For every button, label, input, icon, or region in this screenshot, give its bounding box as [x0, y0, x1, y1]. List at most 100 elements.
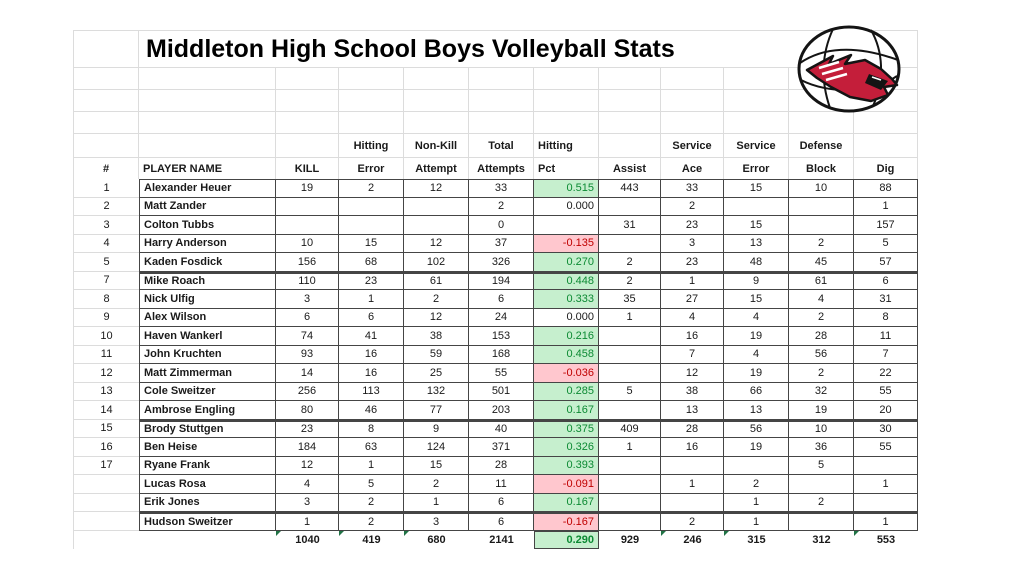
cell-assist[interactable]: 31: [599, 216, 661, 235]
empty-cell[interactable]: [854, 112, 918, 134]
cell-kill[interactable]: [276, 197, 339, 216]
empty-cell[interactable]: [724, 68, 789, 90]
cell-nonkill-attempt[interactable]: 25: [404, 364, 469, 383]
cell-player-name[interactable]: Brody Stuttgen: [139, 419, 276, 438]
cell-service-error[interactable]: 19: [724, 364, 789, 383]
cell-dig[interactable]: 1: [854, 197, 918, 216]
group-header-kill[interactable]: [276, 134, 339, 158]
cell-nonkill-attempt[interactable]: 77: [404, 401, 469, 420]
cell-assist[interactable]: [599, 456, 661, 475]
cell-dig[interactable]: 1: [854, 512, 918, 531]
cell-player-name[interactable]: Erik Jones: [139, 493, 276, 512]
cell-dig[interactable]: 31: [854, 290, 918, 309]
cell-dig[interactable]: [854, 493, 918, 512]
cell-service-error[interactable]: 4: [724, 308, 789, 327]
total-hitting-error[interactable]: 419: [339, 530, 404, 550]
cell-kill[interactable]: 12: [276, 456, 339, 475]
cell-defense-block[interactable]: 36: [789, 438, 854, 457]
total-num[interactable]: [74, 531, 139, 550]
cell-num[interactable]: 14: [74, 401, 139, 420]
cell-nonkill-attempt[interactable]: 132: [404, 382, 469, 401]
total-total-attempts[interactable]: 2141: [489, 533, 514, 546]
cell-defense-block[interactable]: 2: [789, 493, 854, 512]
cell-nonkill-attempt[interactable]: 3: [404, 512, 469, 531]
cell-player-name[interactable]: Nick Ulfig: [139, 290, 276, 309]
cell-service-error[interactable]: 15: [724, 179, 789, 198]
cell-defense-block[interactable]: 28: [789, 327, 854, 346]
empty-cell[interactable]: [469, 68, 534, 90]
cell-hitting-pct[interactable]: 0.216: [534, 327, 599, 346]
cell-service-error[interactable]: 1: [724, 493, 789, 512]
cell-assist[interactable]: 1: [599, 308, 661, 327]
cell-hitting-pct[interactable]: 0.375: [534, 419, 599, 438]
cell-hitting-pct[interactable]: 0.270: [534, 253, 599, 272]
cell-service-error[interactable]: 19: [724, 438, 789, 457]
cell-hitting-pct[interactable]: 0.285: [534, 382, 599, 401]
cell-hitting-error[interactable]: 16: [339, 364, 404, 383]
cell-total-attempts[interactable]: 37: [469, 234, 534, 253]
cell-player-name[interactable]: John Kruchten: [139, 345, 276, 364]
cell-player-name[interactable]: Ryane Frank: [139, 456, 276, 475]
cell-hitting-error[interactable]: 23: [339, 271, 404, 290]
total-kill[interactable]: 1040: [276, 530, 339, 550]
cell-player-name[interactable]: Alexander Heuer: [139, 179, 276, 198]
cell-nonkill-attempt[interactable]: 102: [404, 253, 469, 272]
cell-hitting-error[interactable]: 2: [339, 179, 404, 198]
cell-total-attempts[interactable]: 33: [469, 179, 534, 198]
cell-num[interactable]: 13: [74, 383, 139, 401]
cell-num[interactable]: 3: [74, 216, 139, 235]
empty-cell[interactable]: [724, 112, 789, 134]
cell-total-attempts[interactable]: 153: [469, 327, 534, 346]
cell-nonkill-attempt[interactable]: 59: [404, 345, 469, 364]
cell-player-name[interactable]: Cole Sweitzer: [139, 382, 276, 401]
cell-num[interactable]: 11: [74, 346, 139, 364]
cell-num[interactable]: 10: [74, 327, 139, 346]
cell-num[interactable]: 2: [74, 198, 139, 216]
cell-nonkill-attempt[interactable]: [404, 216, 469, 235]
cell-kill[interactable]: 93: [276, 345, 339, 364]
cell-assist[interactable]: [599, 197, 661, 216]
empty-cell[interactable]: [534, 90, 599, 112]
cell-service-ace[interactable]: 2: [661, 512, 724, 531]
cell-hitting-pct[interactable]: 0.458: [534, 345, 599, 364]
cell-player-name[interactable]: Matt Zander: [139, 197, 276, 216]
cell-total-attempts[interactable]: 6: [469, 290, 534, 309]
cell-nonkill-attempt[interactable]: 12: [404, 234, 469, 253]
cell-player-name[interactable]: Ambrose Engling: [139, 401, 276, 420]
cell-hitting-pct[interactable]: 0.167: [534, 493, 599, 512]
cell-service-ace[interactable]: 16: [661, 438, 724, 457]
empty-cell[interactable]: [404, 112, 469, 134]
cell-hitting-error[interactable]: 16: [339, 345, 404, 364]
empty-cell[interactable]: [534, 68, 599, 90]
group-header-hitting-error[interactable]: Hitting: [339, 134, 404, 158]
header-num[interactable]: #: [74, 158, 139, 179]
empty-cell[interactable]: [661, 90, 724, 112]
header-player-name[interactable]: PLAYER NAME: [139, 158, 276, 179]
total-defense-block[interactable]: 312: [812, 533, 831, 546]
cell-player-name[interactable]: Hudson Sweitzer: [139, 512, 276, 531]
header-total-attempts[interactable]: Attempts: [469, 158, 534, 179]
header-service-ace[interactable]: Ace: [661, 158, 724, 179]
cell-num[interactable]: [74, 475, 139, 494]
empty-cell[interactable]: [339, 68, 404, 90]
cell-assist[interactable]: 2: [599, 253, 661, 272]
cell-player-name[interactable]: Colton Tubbs: [139, 216, 276, 235]
cell-service-ace[interactable]: 27: [661, 290, 724, 309]
cell-hitting-pct[interactable]: 0.326: [534, 438, 599, 457]
cell-service-ace[interactable]: 2: [661, 197, 724, 216]
cell-defense-block[interactable]: 2: [789, 308, 854, 327]
cell-service-ace[interactable]: 23: [661, 253, 724, 272]
cell-kill[interactable]: 10: [276, 234, 339, 253]
cell-total-attempts[interactable]: 501: [469, 382, 534, 401]
cell-hitting-error[interactable]: 1: [339, 456, 404, 475]
total-service-ace[interactable]: 246: [661, 530, 724, 550]
cell-nonkill-attempt[interactable]: 2: [404, 475, 469, 494]
cell-total-attempts[interactable]: 55: [469, 364, 534, 383]
cell-assist[interactable]: [599, 401, 661, 420]
empty-cell[interactable]: [599, 68, 661, 90]
cell-kill[interactable]: 184: [276, 438, 339, 457]
empty-cell[interactable]: [469, 112, 534, 134]
cell-hitting-pct[interactable]: 0.333: [534, 290, 599, 309]
cell-defense-block[interactable]: 5: [789, 456, 854, 475]
cell-service-error[interactable]: 13: [724, 401, 789, 420]
